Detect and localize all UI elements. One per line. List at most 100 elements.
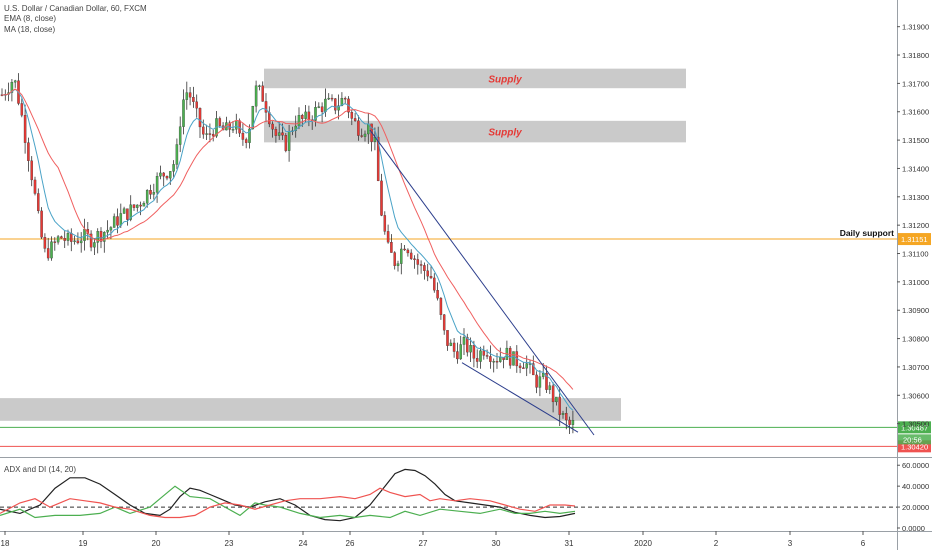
time-tick-label: 18 xyxy=(1,539,10,548)
candle-body xyxy=(76,240,80,244)
candle-body xyxy=(129,204,132,220)
candle-body xyxy=(400,248,403,264)
candle-body xyxy=(122,208,126,214)
candle-body xyxy=(169,171,172,179)
price-tick-label: 1.30900 xyxy=(902,306,929,315)
candle-body xyxy=(532,363,535,376)
candle-body xyxy=(188,92,192,98)
candle-body xyxy=(337,105,340,111)
candle-body xyxy=(46,248,50,259)
candle-body xyxy=(198,108,202,128)
price-tick-label: 1.30600 xyxy=(902,391,929,400)
candle-body xyxy=(83,229,86,241)
candle-body xyxy=(149,190,152,195)
candle-body xyxy=(106,229,109,233)
adx-tick-label: 40.0000 xyxy=(902,482,929,491)
candle-body xyxy=(248,128,251,143)
candle-body xyxy=(304,111,307,119)
candle-body xyxy=(70,233,73,242)
adx-series-line-1 xyxy=(0,485,576,519)
candle-body xyxy=(284,135,288,151)
candle-body xyxy=(235,120,238,130)
candle-body xyxy=(482,350,486,356)
candle-body xyxy=(350,112,354,119)
adx-series-line-0 xyxy=(0,468,576,522)
candle-body xyxy=(13,80,17,83)
time-tick-label: 2 xyxy=(714,539,719,548)
candle-body xyxy=(416,259,420,265)
candle-body xyxy=(555,396,558,403)
candle-body xyxy=(386,231,390,243)
price-tag-label: 1.31151 xyxy=(901,235,928,244)
candle-body xyxy=(264,101,268,113)
candle-body xyxy=(360,135,363,137)
candle-body xyxy=(479,350,482,362)
price-tick-label: 1.30800 xyxy=(902,335,929,344)
candle-body xyxy=(545,372,548,390)
candle-body xyxy=(548,385,552,390)
candle-body xyxy=(172,164,175,172)
candle-body xyxy=(218,118,222,126)
candle-body xyxy=(472,345,476,359)
candle-body xyxy=(50,241,53,259)
candle-body xyxy=(409,252,413,259)
candle-body xyxy=(525,363,528,369)
time-tick-label: 6 xyxy=(861,539,866,548)
candle-body xyxy=(301,115,304,119)
time-tick-label: 30 xyxy=(492,539,501,548)
candle-body xyxy=(53,241,57,243)
candle-body xyxy=(522,367,525,369)
candle-body xyxy=(116,216,119,226)
chart-title: U.S. Dollar / Canadian Dollar, 60, FXCM xyxy=(4,4,147,13)
candle-body xyxy=(195,101,198,109)
price-tick-label: 1.31100 xyxy=(902,250,929,259)
adx-tick-label: 0.0000 xyxy=(902,524,925,533)
candle-body xyxy=(10,82,14,93)
price-tick-label: 1.31000 xyxy=(902,278,929,287)
candle-body xyxy=(244,139,248,143)
ma-legend: MA (18, close) xyxy=(4,25,56,34)
candle-body xyxy=(152,192,156,195)
candle-body xyxy=(258,85,261,87)
candle-body xyxy=(33,179,37,194)
ema-legend: EMA (8, close) xyxy=(4,14,57,23)
price-tick-label: 1.31400 xyxy=(902,164,929,173)
candle-body xyxy=(307,111,311,120)
candle-body xyxy=(23,115,27,143)
countdown-tag xyxy=(898,434,931,445)
candle-body xyxy=(27,142,30,161)
candle-body xyxy=(489,356,492,362)
candle-body xyxy=(320,106,324,112)
ema-line xyxy=(1,88,574,411)
time-tick-label: 3 xyxy=(788,539,793,548)
candle-body xyxy=(456,351,459,360)
zone-label: Supply xyxy=(488,128,522,139)
candle-body xyxy=(376,136,380,182)
adx-tick-label: 60.0000 xyxy=(902,461,929,470)
candle-body xyxy=(268,112,271,125)
time-tick-label: 24 xyxy=(299,539,308,548)
candle-body xyxy=(178,126,182,145)
candle-body xyxy=(109,227,113,231)
candle-body xyxy=(119,213,123,226)
candle-body xyxy=(274,129,278,136)
countdown-label: 20:56 xyxy=(903,435,922,444)
candle-body xyxy=(423,265,426,271)
candle-body xyxy=(518,365,522,368)
candle-body xyxy=(433,277,436,291)
candle-body xyxy=(380,180,383,216)
candle-body xyxy=(551,385,555,403)
candle-body xyxy=(192,97,195,102)
candle-body xyxy=(165,176,169,179)
candle-body xyxy=(330,97,334,100)
candle-body xyxy=(56,236,60,243)
adx-tick-label: 20.0000 xyxy=(902,503,929,512)
candle-body xyxy=(182,99,185,127)
candle-body xyxy=(155,176,159,193)
candle-body xyxy=(132,204,136,208)
candle-body xyxy=(175,144,179,165)
price-tag xyxy=(898,233,931,246)
candle-body xyxy=(79,240,83,244)
candle-body xyxy=(20,103,24,116)
